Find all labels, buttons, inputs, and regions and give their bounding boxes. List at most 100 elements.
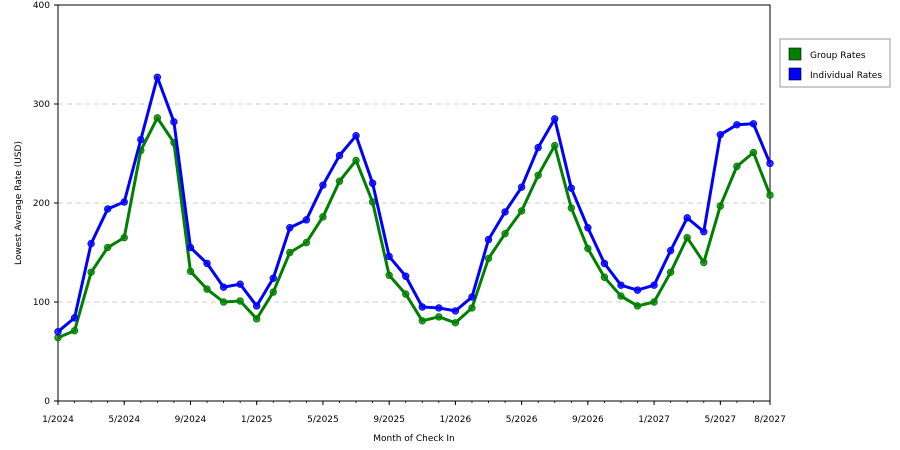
x-tick-label: 5/2027 bbox=[704, 415, 736, 425]
y-tick-label: 400 bbox=[33, 1, 50, 11]
data-point-individual-rates bbox=[733, 121, 741, 129]
legend: Group Rates Individual Rates bbox=[779, 38, 891, 88]
data-point-group-rates bbox=[103, 243, 112, 252]
data-point-individual-rates bbox=[385, 252, 393, 261]
x-tick-label: 8/2027 bbox=[754, 415, 786, 425]
data-point-individual-rates bbox=[683, 214, 691, 222]
data-point-individual-rates bbox=[54, 328, 62, 336]
x-tick-label: 9/2026 bbox=[572, 415, 604, 425]
series-individual-rates bbox=[54, 73, 774, 336]
data-point-individual-rates bbox=[468, 293, 476, 301]
data-point-individual-rates bbox=[666, 246, 675, 255]
data-point-group-rates bbox=[87, 268, 95, 276]
data-point-individual-rates bbox=[534, 143, 542, 152]
legend-label-individual-rates: Individual Rates bbox=[810, 71, 882, 81]
data-point-group-rates bbox=[186, 267, 195, 276]
x-tick-label: 1/2026 bbox=[440, 415, 472, 425]
x-tick-label: 1/2024 bbox=[42, 415, 74, 425]
data-point-individual-rates bbox=[517, 183, 526, 191]
data-point-group-rates bbox=[451, 319, 460, 327]
data-point-group-rates bbox=[733, 162, 741, 171]
y-tick-label: 0 bbox=[44, 397, 50, 407]
data-point-group-rates bbox=[236, 297, 244, 305]
data-point-individual-rates bbox=[418, 303, 426, 311]
gridlines bbox=[58, 103, 770, 303]
data-point-group-rates bbox=[435, 313, 443, 321]
legend-swatch-group-rates bbox=[788, 47, 802, 61]
data-point-individual-rates bbox=[617, 281, 625, 289]
data-point-individual-rates bbox=[269, 274, 277, 282]
data-point-individual-rates bbox=[600, 259, 609, 268]
data-point-individual-rates bbox=[749, 120, 758, 128]
data-point-group-rates bbox=[650, 298, 658, 306]
x-tick-label: 5/2024 bbox=[108, 415, 140, 425]
x-tick-label: 9/2024 bbox=[175, 415, 207, 425]
data-point-group-rates bbox=[749, 148, 758, 157]
y-tick-label: 100 bbox=[33, 298, 50, 308]
data-point-group-rates bbox=[600, 273, 609, 281]
data-point-group-rates bbox=[766, 191, 774, 199]
data-point-group-rates bbox=[501, 229, 509, 238]
data-point-group-rates bbox=[402, 290, 410, 298]
data-point-group-rates bbox=[551, 141, 559, 150]
data-point-individual-rates bbox=[203, 259, 211, 268]
data-point-individual-rates bbox=[286, 224, 294, 232]
data-point-group-rates bbox=[352, 156, 360, 165]
data-point-group-rates bbox=[716, 202, 725, 210]
data-point-individual-rates bbox=[633, 286, 642, 294]
data-point-individual-rates bbox=[186, 243, 195, 252]
data-point-individual-rates bbox=[650, 281, 658, 289]
data-point-individual-rates bbox=[302, 216, 311, 224]
data-point-group-rates bbox=[153, 114, 162, 122]
data-point-group-rates bbox=[385, 271, 393, 279]
data-point-individual-rates bbox=[716, 130, 725, 139]
data-point-group-rates bbox=[418, 317, 426, 325]
data-point-individual-rates bbox=[252, 302, 261, 310]
data-point-individual-rates bbox=[153, 73, 162, 81]
data-point-group-rates bbox=[468, 304, 476, 312]
x-tick-label: 1/2025 bbox=[241, 415, 273, 425]
data-point-group-rates bbox=[484, 254, 493, 263]
x-tick-label: 9/2025 bbox=[373, 415, 405, 425]
data-point-individual-rates bbox=[352, 131, 360, 140]
data-point-individual-rates bbox=[551, 115, 559, 123]
series-line-individual-rates bbox=[57, 75, 772, 333]
data-point-individual-rates bbox=[567, 184, 576, 192]
data-point-individual-rates bbox=[335, 151, 344, 160]
data-point-individual-rates bbox=[87, 239, 95, 248]
series-line-group-rates bbox=[57, 116, 772, 340]
data-point-individual-rates bbox=[402, 272, 410, 280]
data-point-group-rates bbox=[633, 302, 642, 310]
data-point-group-rates bbox=[517, 207, 526, 215]
data-point-individual-rates bbox=[584, 224, 592, 232]
data-point-group-rates bbox=[302, 238, 311, 247]
data-point-individual-rates bbox=[236, 280, 244, 288]
series bbox=[54, 73, 774, 342]
data-point-group-rates bbox=[584, 244, 592, 253]
data-point-group-rates bbox=[534, 171, 542, 179]
data-point-group-rates bbox=[700, 258, 708, 267]
data-point-group-rates bbox=[70, 327, 79, 335]
x-tick-label: 5/2026 bbox=[506, 415, 538, 425]
data-point-individual-rates bbox=[319, 181, 327, 189]
data-point-individual-rates bbox=[120, 198, 128, 206]
data-point-individual-rates bbox=[700, 228, 708, 236]
legend-label-group-rates: Group Rates bbox=[810, 51, 866, 61]
data-point-individual-rates bbox=[170, 118, 178, 126]
x-axis-title: Month of Check In bbox=[373, 434, 455, 444]
data-point-group-rates bbox=[617, 292, 625, 300]
data-point-group-rates bbox=[335, 177, 344, 185]
data-point-group-rates bbox=[219, 298, 228, 306]
data-point-individual-rates bbox=[368, 179, 377, 187]
ticks: 0 100 200 300 400 1/2024 5/2024 9/2024 1/2025 5/2… bbox=[33, 1, 786, 425]
y-axis-title: Lowest Average Rate (USD) bbox=[14, 141, 24, 265]
data-point-group-rates bbox=[269, 288, 277, 296]
data-point-individual-rates bbox=[501, 208, 509, 216]
x-tick-label: 1/2027 bbox=[638, 415, 670, 425]
x-tick-label: 5/2025 bbox=[307, 415, 339, 425]
data-point-individual-rates bbox=[766, 159, 774, 168]
data-point-individual-rates bbox=[137, 135, 145, 144]
data-point-group-rates bbox=[683, 233, 691, 242]
data-point-group-rates bbox=[252, 315, 261, 323]
